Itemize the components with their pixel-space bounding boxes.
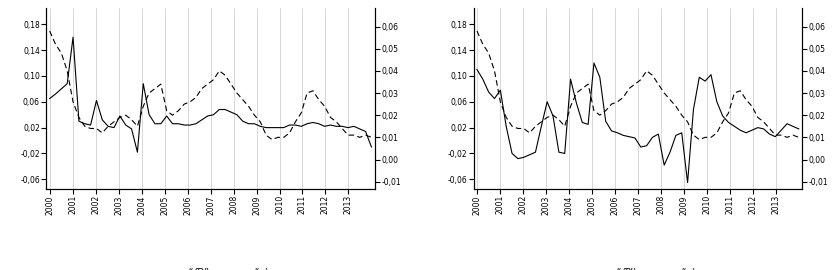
Legend: $d(fPI)$, $d(x)$: $d(fPI)$, $d(x)$	[576, 262, 700, 270]
Legend: $d(fDI)$, $d(x)$: $d(fDI)$, $d(x)$	[148, 262, 273, 270]
